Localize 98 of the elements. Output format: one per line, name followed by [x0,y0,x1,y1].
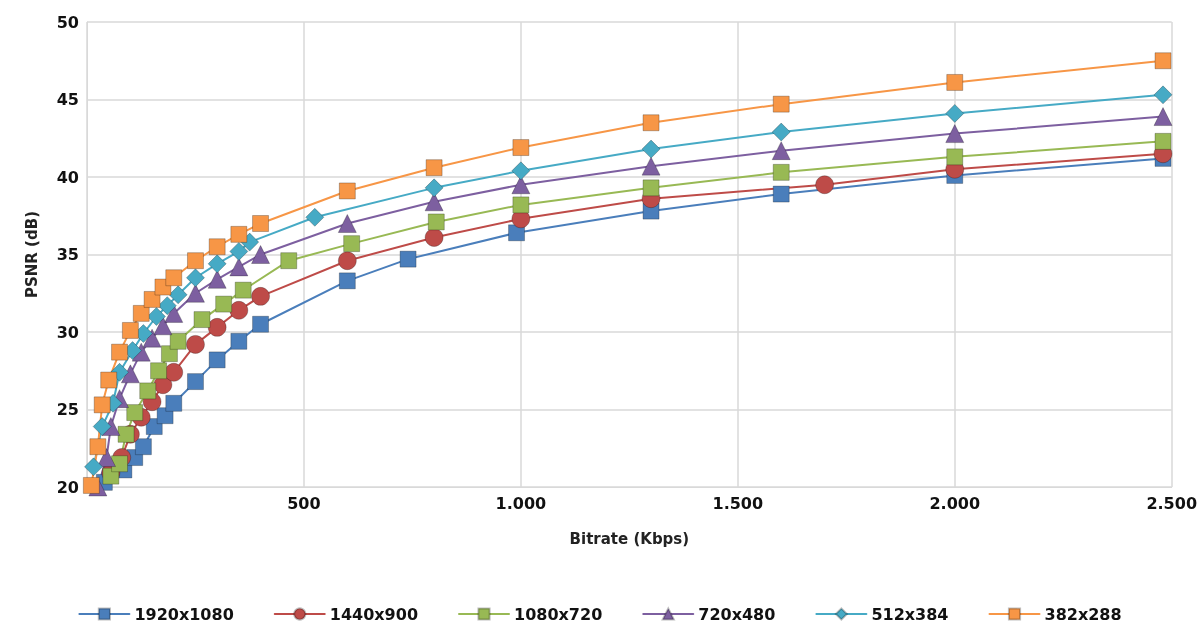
point [157,296,177,316]
point [772,185,790,203]
point [512,196,530,214]
legend-label: 1440x900 [329,604,419,624]
legend-label: 382x288 [1044,604,1122,624]
point [97,448,117,468]
legend-label: 1920x1080 [134,604,234,624]
point [117,425,135,443]
point [207,254,227,274]
point [251,286,271,306]
point [111,455,129,473]
point [642,114,660,132]
point [399,250,417,268]
point [229,300,249,320]
point [234,281,252,299]
point [946,148,964,166]
legend-label: 720x480 [698,604,776,624]
y-tick-label: 30 [56,322,79,342]
point [337,214,357,233]
point [945,124,965,144]
point [1153,107,1173,127]
y-tick-label: 20 [56,477,79,497]
point [424,178,444,198]
legend-label: 512x384 [871,604,949,624]
point [641,139,661,159]
point [100,371,118,389]
point [142,328,162,348]
point [772,163,790,181]
point [132,304,150,322]
x-tick-label: 2.500 [1146,493,1197,513]
point [771,122,791,142]
point [134,438,152,456]
point [164,362,184,382]
point [772,95,790,113]
point [186,373,204,391]
point [111,343,129,361]
point [511,161,531,181]
y-tick-label: 40 [56,167,79,187]
point [642,179,660,197]
point [252,215,270,232]
y-tick-label: 45 [56,90,79,109]
y-tick-label: 50 [56,12,79,32]
point [815,175,835,195]
point [229,241,249,261]
point [215,295,233,313]
x-tick-label: 1.000 [495,493,547,513]
point [230,332,248,350]
point [337,251,357,271]
point [185,268,205,288]
point [168,285,188,305]
point [92,417,112,437]
point [305,207,325,227]
point [641,156,661,176]
point [1153,85,1173,105]
point [121,321,139,339]
point [150,362,168,380]
point [120,364,140,384]
point [771,141,791,161]
point [207,317,227,337]
x-axis-title: Bitrate (Kbps) [569,529,690,548]
point [425,159,443,177]
point [427,213,445,231]
point [230,225,248,243]
point [165,394,183,412]
point [82,476,100,494]
point [169,332,187,350]
point [186,252,204,270]
point [1154,52,1172,70]
point [252,315,270,333]
x-tick-label: 1.500 [712,493,764,513]
point [84,457,104,477]
point [207,269,227,289]
point [165,269,183,287]
point [1154,132,1172,150]
point [93,396,111,414]
point [229,257,249,277]
point [512,139,530,157]
y-tick-label: 25 [56,400,79,419]
y-axis-title: PSNR (dB) [22,210,41,299]
point [153,316,173,336]
point [89,438,107,456]
point [208,238,226,256]
point [945,103,965,123]
x-tick-label: 2.000 [929,493,981,513]
point [126,404,144,422]
point [193,311,211,329]
legend-label: 1080x720 [514,604,603,624]
point [280,252,298,270]
point [139,382,157,400]
point [338,272,356,290]
point [208,351,226,369]
point [946,73,964,91]
point [338,182,356,200]
x-tick-label: 500 [287,493,321,513]
y-tick-label: 35 [56,245,79,264]
point [185,334,205,354]
point [343,235,361,253]
point [251,245,271,264]
